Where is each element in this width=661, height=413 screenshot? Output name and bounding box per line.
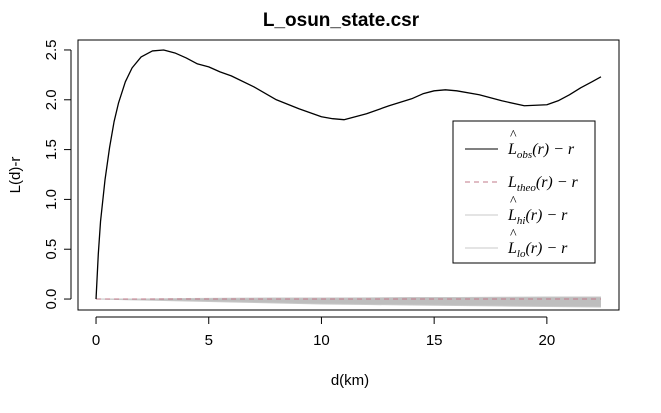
legend-label: Llo(r) − r xyxy=(507,240,568,260)
legend-box xyxy=(452,120,596,264)
plot-frame xyxy=(77,39,620,311)
y-axis-label: L(d)-r xyxy=(7,157,24,194)
y-axis: 0.0 0.5 1.0 1.5 2.0 2.5 xyxy=(43,40,72,310)
legend-label: Lhi(r) − r xyxy=(507,207,568,227)
chart-title: L_osun_state.csr xyxy=(263,10,420,31)
y-tick-label: 0.0 xyxy=(43,289,60,310)
y-tick-label: 1.5 xyxy=(43,139,60,160)
x-axis-label: d(km) xyxy=(331,372,369,389)
legend-hat: ^ xyxy=(510,227,517,242)
x-axis: 0 5 10 15 20 xyxy=(92,316,556,349)
series-line-obs xyxy=(95,49,602,300)
y-tick-label: 2.0 xyxy=(43,89,60,110)
legend-hat: ^ xyxy=(510,194,517,209)
x-tick-label: 15 xyxy=(426,332,443,349)
y-tick-label: 0.5 xyxy=(43,239,60,260)
series-layer xyxy=(95,49,602,308)
x-tick-label: 20 xyxy=(539,332,556,349)
legend-label: Ltheo(r) − r xyxy=(507,174,579,194)
y-tick-label: 1.0 xyxy=(43,189,60,210)
x-tick-label: 0 xyxy=(92,332,100,349)
legend-hat: ^ xyxy=(510,128,517,143)
series-line-lo xyxy=(96,298,601,308)
x-tick-label: 10 xyxy=(313,332,330,349)
x-tick-label: 5 xyxy=(205,332,213,349)
legend-label: Lobs(r) − r xyxy=(507,141,575,161)
y-tick-label: 2.5 xyxy=(43,40,60,61)
